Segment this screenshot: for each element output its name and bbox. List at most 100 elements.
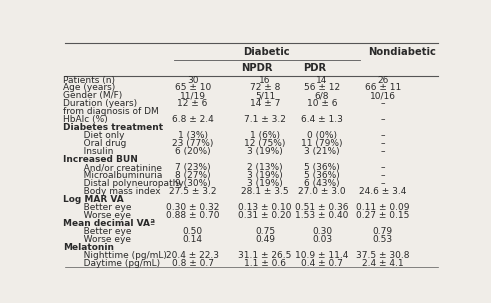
Text: Worse eye: Worse eye: [75, 235, 131, 244]
Text: –: –: [381, 139, 385, 148]
Text: 3 (21%): 3 (21%): [304, 147, 340, 156]
Text: 3 (19%): 3 (19%): [247, 147, 283, 156]
Text: 9 (30%): 9 (30%): [175, 179, 211, 188]
Text: 0.03: 0.03: [312, 235, 332, 244]
Text: 0.13 ± 0.10: 0.13 ± 0.10: [238, 203, 292, 212]
Text: 2.4 ± 4.1: 2.4 ± 4.1: [362, 259, 404, 268]
Text: 0.30 ± 0.32: 0.30 ± 0.32: [166, 203, 219, 212]
Text: 65 ± 10: 65 ± 10: [174, 84, 211, 92]
Text: Better eye: Better eye: [75, 227, 131, 236]
Text: 11 (79%): 11 (79%): [301, 139, 343, 148]
Text: Age (years): Age (years): [63, 84, 115, 92]
Text: 72 ± 8: 72 ± 8: [250, 84, 280, 92]
Text: Diabetic: Diabetic: [244, 47, 290, 57]
Text: 7.1 ± 3.2: 7.1 ± 3.2: [244, 115, 286, 124]
Text: Duration (years): Duration (years): [63, 99, 137, 108]
Text: 27.0 ± 3.0: 27.0 ± 3.0: [298, 187, 346, 196]
Text: 14 ± 7: 14 ± 7: [250, 99, 280, 108]
Text: 24.6 ± 3.4: 24.6 ± 3.4: [359, 187, 407, 196]
Text: –: –: [381, 163, 385, 172]
Text: 0 (0%): 0 (0%): [307, 131, 337, 140]
Text: 12 (75%): 12 (75%): [244, 139, 286, 148]
Text: 0.53: 0.53: [373, 235, 393, 244]
Text: 0.31 ± 0.20: 0.31 ± 0.20: [238, 211, 292, 220]
Text: 0.8 ± 0.7: 0.8 ± 0.7: [172, 259, 214, 268]
Text: 0.14: 0.14: [183, 235, 203, 244]
Text: 1.53 ± 0.40: 1.53 ± 0.40: [296, 211, 349, 220]
Text: 16: 16: [259, 75, 271, 85]
Text: 6/8: 6/8: [315, 92, 329, 101]
Text: 0.79: 0.79: [373, 227, 393, 236]
Text: Diet only: Diet only: [75, 131, 124, 140]
Text: 0.75: 0.75: [255, 227, 275, 236]
Text: Patients (n): Patients (n): [63, 75, 115, 85]
Text: 31.1 ± 26.5: 31.1 ± 26.5: [238, 251, 292, 260]
Text: Diabetes treatment: Diabetes treatment: [63, 123, 164, 132]
Text: 66 ± 11: 66 ± 11: [365, 84, 401, 92]
Text: 10 ± 6: 10 ± 6: [307, 99, 337, 108]
Text: 56 ± 12: 56 ± 12: [304, 84, 340, 92]
Text: Increased BUN: Increased BUN: [63, 155, 138, 164]
Text: 37.5 ± 30.8: 37.5 ± 30.8: [356, 251, 409, 260]
Text: 3 (19%): 3 (19%): [247, 171, 283, 180]
Text: Gender (M/F): Gender (M/F): [63, 92, 123, 101]
Text: 0.11 ± 0.09: 0.11 ± 0.09: [356, 203, 409, 212]
Text: Body mass index: Body mass index: [75, 187, 161, 196]
Text: Mean decimal VAª: Mean decimal VAª: [63, 219, 156, 228]
Text: 10/16: 10/16: [370, 92, 396, 101]
Text: 1.1 ± 0.6: 1.1 ± 0.6: [244, 259, 286, 268]
Text: 1 (6%): 1 (6%): [250, 131, 280, 140]
Text: 6.4 ± 1.3: 6.4 ± 1.3: [301, 115, 343, 124]
Text: –: –: [381, 99, 385, 108]
Text: 2 (13%): 2 (13%): [247, 163, 283, 172]
Text: 6.8 ± 2.4: 6.8 ± 2.4: [172, 115, 214, 124]
Text: 11/19: 11/19: [180, 92, 206, 101]
Text: –: –: [381, 147, 385, 156]
Text: 0.30: 0.30: [312, 227, 332, 236]
Text: 0.88 ± 0.70: 0.88 ± 0.70: [166, 211, 219, 220]
Text: NPDR: NPDR: [242, 63, 273, 73]
Text: 28.1 ± 3.5: 28.1 ± 3.5: [241, 187, 289, 196]
Text: Insulin: Insulin: [75, 147, 113, 156]
Text: –: –: [381, 131, 385, 140]
Text: Microalbuminuria: Microalbuminuria: [75, 171, 162, 180]
Text: Worse eye: Worse eye: [75, 211, 131, 220]
Text: 0.4 ± 0.7: 0.4 ± 0.7: [301, 259, 343, 268]
Text: 30: 30: [187, 75, 198, 85]
Text: Better eye: Better eye: [75, 203, 131, 212]
Text: 5 (36%): 5 (36%): [304, 171, 340, 180]
Text: HbAlc (%): HbAlc (%): [63, 115, 108, 124]
Text: PDR: PDR: [303, 63, 326, 73]
Text: –: –: [381, 179, 385, 188]
Text: 6 (20%): 6 (20%): [175, 147, 211, 156]
Text: 20.4 ± 22.3: 20.4 ± 22.3: [166, 251, 219, 260]
Text: 5/11: 5/11: [255, 92, 275, 101]
Text: 8 (27%): 8 (27%): [175, 171, 211, 180]
Text: 12 ± 6: 12 ± 6: [177, 99, 208, 108]
Text: Melatonin: Melatonin: [63, 243, 114, 252]
Text: 0.27 ± 0.15: 0.27 ± 0.15: [356, 211, 409, 220]
Text: 14: 14: [316, 75, 327, 85]
Text: Log MAR VA: Log MAR VA: [63, 195, 124, 204]
Text: 27.5 ± 3.2: 27.5 ± 3.2: [169, 187, 217, 196]
Text: Oral drug: Oral drug: [75, 139, 126, 148]
Text: 0.51 ± 0.36: 0.51 ± 0.36: [295, 203, 349, 212]
Text: 26: 26: [377, 75, 388, 85]
Text: 5 (36%): 5 (36%): [304, 163, 340, 172]
Text: –: –: [381, 115, 385, 124]
Text: Distal polyneuropathy: Distal polyneuropathy: [75, 179, 184, 188]
Text: Nondiabetic: Nondiabetic: [368, 47, 436, 57]
Text: 6 (43%): 6 (43%): [304, 179, 340, 188]
Text: 1 (3%): 1 (3%): [178, 131, 208, 140]
Text: –: –: [381, 171, 385, 180]
Text: from diagnosis of DM: from diagnosis of DM: [63, 107, 159, 116]
Text: 0.49: 0.49: [255, 235, 275, 244]
Text: 23 (77%): 23 (77%): [172, 139, 214, 148]
Text: Nighttime (pg/mL): Nighttime (pg/mL): [75, 251, 166, 260]
Text: 3 (19%): 3 (19%): [247, 179, 283, 188]
Text: And/or creatinine: And/or creatinine: [75, 163, 162, 172]
Text: Daytime (pg/mL): Daytime (pg/mL): [75, 259, 160, 268]
Text: 10.9 ± 11.4: 10.9 ± 11.4: [296, 251, 349, 260]
Text: 0.50: 0.50: [183, 227, 203, 236]
Text: 7 (23%): 7 (23%): [175, 163, 211, 172]
